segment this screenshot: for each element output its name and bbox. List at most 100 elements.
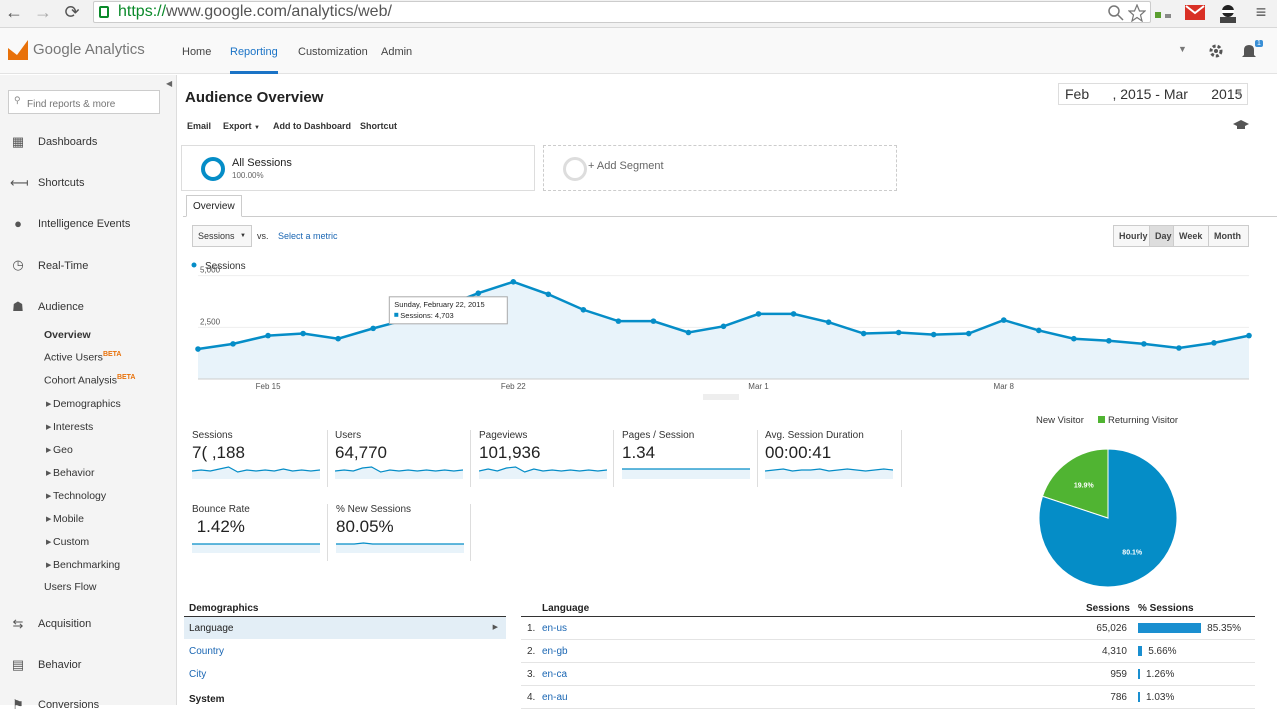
sidebar-item-intelligence[interactable]: Intelligence Events xyxy=(38,218,131,230)
address-bar[interactable]: https://www.google.com/analytics/web/ xyxy=(93,1,1151,23)
language-link[interactable]: en-ca xyxy=(542,669,568,680)
granularity-month[interactable]: Month xyxy=(1208,225,1249,247)
data-point[interactable] xyxy=(370,325,376,332)
data-point[interactable] xyxy=(510,279,517,285)
data-point[interactable] xyxy=(685,329,692,336)
nav-reporting[interactable]: Reporting xyxy=(230,46,278,74)
sidebar-item-technology[interactable]: Technology xyxy=(53,490,107,502)
expand-arrow-icon: ▶ xyxy=(46,470,52,477)
language-link[interactable]: en-au xyxy=(542,692,568,703)
data-point[interactable] xyxy=(615,318,622,324)
conversions-icon: ⚑ xyxy=(12,697,24,712)
data-point[interactable] xyxy=(265,332,271,339)
back-button[interactable]: ← xyxy=(5,2,23,22)
account-dropdown-icon[interactable]: ▼ xyxy=(1178,44,1187,54)
search-reports-input[interactable] xyxy=(8,90,160,114)
demographics-country[interactable]: Country xyxy=(189,646,225,657)
metric-sparkline xyxy=(764,468,894,479)
education-cap-icon[interactable] xyxy=(1232,119,1250,131)
data-point[interactable] xyxy=(1246,332,1252,339)
select-metric-link[interactable]: Select a metric xyxy=(278,231,338,241)
add-segment-button[interactable]: + Add Segment xyxy=(543,145,897,191)
sidebar-item-users-flow[interactable]: Users Flow xyxy=(44,581,97,593)
gmail-icon[interactable] xyxy=(1185,4,1207,22)
data-point[interactable] xyxy=(475,290,482,297)
sidebar-item-overview[interactable]: Overview xyxy=(44,329,91,341)
sidebar-item-benchmarking[interactable]: Benchmarking xyxy=(53,559,121,571)
sidebar-item-active-users[interactable]: Active UsersBETA xyxy=(44,351,121,364)
data-point[interactable] xyxy=(1176,345,1182,351)
search-icon: ⚲ xyxy=(14,95,21,105)
sidebar-item-realtime[interactable]: Real-Time xyxy=(38,260,89,272)
metric-value: 1.42% xyxy=(192,517,245,536)
language-link[interactable]: en-us xyxy=(542,623,568,634)
profile-avatar-icon[interactable] xyxy=(1218,3,1238,23)
data-point[interactable] xyxy=(895,329,902,336)
sidebar-item-demographics[interactable]: Demographics xyxy=(53,398,121,410)
data-point[interactable] xyxy=(720,323,727,330)
shortcut-button[interactable]: Shortcut xyxy=(360,121,397,131)
tab-overview[interactable]: Overview xyxy=(186,195,242,217)
data-point[interactable] xyxy=(1141,341,1147,347)
data-point[interactable] xyxy=(230,341,236,347)
data-point[interactable] xyxy=(650,318,657,324)
data-point[interactable] xyxy=(335,335,341,342)
sidebar-item-shortcuts[interactable]: Shortcuts xyxy=(38,177,85,189)
demographics-city[interactable]: City xyxy=(189,669,207,680)
sidebar-item-behavior[interactable]: Behavior xyxy=(38,659,82,671)
nav-admin[interactable]: Admin xyxy=(381,46,413,58)
data-point[interactable] xyxy=(755,311,762,317)
sidebar-item-interests[interactable]: Interests xyxy=(53,421,94,433)
settings-gear-icon[interactable] xyxy=(1208,43,1224,59)
date-range-picker[interactable]: Feb , 2015 - Mar 2015 ▼ xyxy=(1058,83,1248,105)
demographics-language: Language xyxy=(189,623,234,634)
star-icon[interactable] xyxy=(1128,4,1146,22)
forward-button[interactable]: → xyxy=(34,2,52,22)
data-point[interactable] xyxy=(790,311,797,317)
pie-slice[interactable] xyxy=(1041,448,1109,519)
granularity-day[interactable]: Day xyxy=(1149,225,1174,247)
sidebar-item-geo[interactable]: Geo xyxy=(53,444,73,456)
language-link[interactable]: en-gb xyxy=(542,646,568,657)
expand-arrow-icon: ▶ xyxy=(46,516,52,523)
email-button[interactable]: Email xyxy=(187,121,212,131)
nav-customization[interactable]: Customization xyxy=(298,46,368,58)
reload-button[interactable]: ⟳ xyxy=(64,2,80,22)
collapse-sidebar-icon[interactable]: ◀ xyxy=(166,79,173,88)
data-point[interactable] xyxy=(1106,337,1112,344)
data-point[interactable] xyxy=(860,330,867,337)
sidebar-item-custom[interactable]: Custom xyxy=(53,536,90,548)
notifications-bell-icon[interactable] xyxy=(1241,42,1257,60)
nav-home[interactable]: Home xyxy=(182,46,212,58)
data-point[interactable] xyxy=(1000,317,1007,323)
export-button[interactable]: Export ▼ xyxy=(223,121,260,131)
add-to-dashboard-button[interactable]: Add to Dashboard xyxy=(273,121,351,131)
data-point[interactable] xyxy=(930,331,937,338)
sidebar-item-behavior-sub[interactable]: Behavior xyxy=(53,467,95,479)
data-point[interactable] xyxy=(825,319,832,325)
data-point[interactable] xyxy=(965,330,972,337)
data-point[interactable] xyxy=(545,291,552,298)
data-point[interactable] xyxy=(1036,327,1042,334)
browser-menu-icon[interactable]: ≡ xyxy=(1255,2,1267,22)
granularity-hourly[interactable]: Hourly xyxy=(1113,225,1150,247)
sidebar-item-acquisition[interactable]: Acquisition xyxy=(38,618,92,630)
search-icon[interactable] xyxy=(1108,5,1124,21)
sidebar-item-cohort[interactable]: Cohort AnalysisBETA xyxy=(44,374,136,387)
extension-icon[interactable] xyxy=(1155,8,1175,20)
demographics-header-rule xyxy=(184,616,506,617)
granularity-week[interactable]: Week xyxy=(1173,225,1209,247)
language-row-selected[interactable]: Language ▶ xyxy=(184,617,506,639)
data-point[interactable] xyxy=(1211,340,1217,346)
data-point[interactable] xyxy=(300,330,306,337)
segment-all-sessions[interactable]: All Sessions 100.00% xyxy=(181,145,535,191)
chart-resize-handle[interactable] xyxy=(703,394,739,400)
sidebar-item-mobile[interactable]: Mobile xyxy=(53,513,84,525)
data-point[interactable] xyxy=(580,306,587,313)
data-point[interactable] xyxy=(1071,335,1077,342)
sidebar-item-dashboards[interactable]: Dashboards xyxy=(38,136,98,148)
sidebar-item-conversions[interactable]: Conversions xyxy=(38,699,100,711)
sidebar-item-audience[interactable]: Audience xyxy=(38,301,84,313)
data-point[interactable] xyxy=(195,346,201,352)
metric-select[interactable]: Sessions ▼ xyxy=(192,225,252,247)
